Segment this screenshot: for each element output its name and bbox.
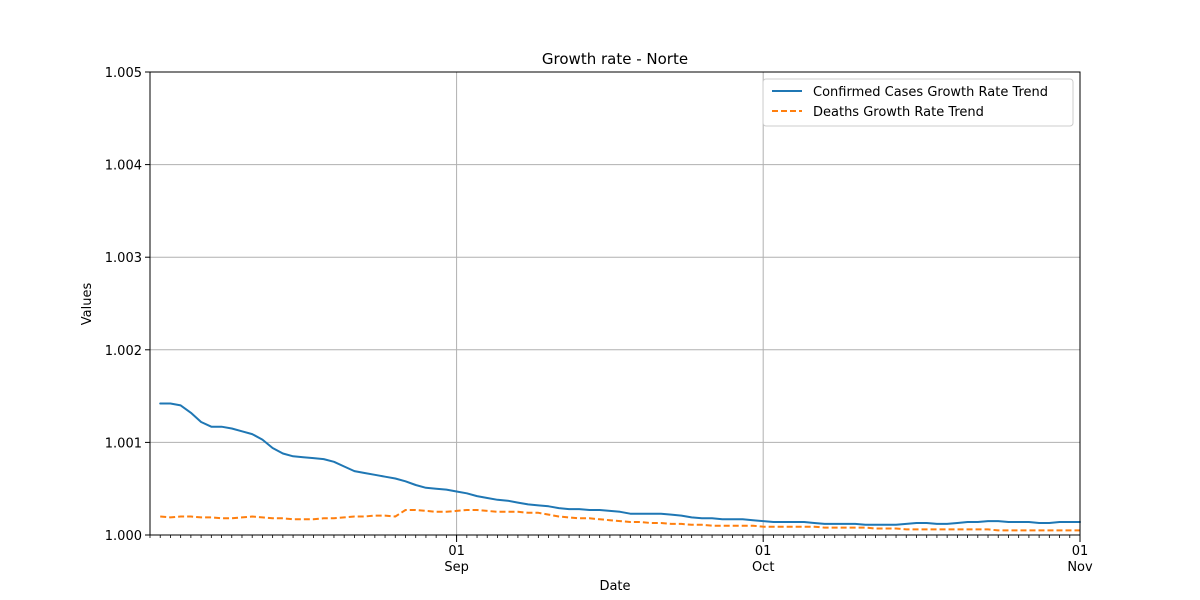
x-tick-label-day: 01 <box>1072 544 1089 559</box>
plot-frame <box>149 71 1081 536</box>
y-tick-label: 1.002 <box>105 344 142 359</box>
y-tick-label: 1.003 <box>105 251 142 266</box>
series-line-deaths <box>160 509 1080 532</box>
x-tick-label-day: 01 <box>755 544 772 559</box>
x-tick-label-month: Nov <box>1067 560 1093 575</box>
y-tick-label: 1.005 <box>105 66 142 81</box>
series-line-confirmed-cases <box>159 402 1081 526</box>
x-axis-label: Date <box>599 579 630 594</box>
legend-label-deaths: Deaths Growth Rate Trend <box>813 105 984 120</box>
series-layer <box>159 402 1081 532</box>
legend-box <box>762 78 1074 127</box>
legend-label-confirmed-cases: Confirmed Cases Growth Rate Trend <box>813 85 1048 100</box>
y-tick-label: 1.000 <box>105 529 142 544</box>
y-axis: 1.000 1.001 1.002 1.003 1.004 1.005 <box>105 66 150 544</box>
legend: Confirmed Cases Growth Rate Trend Deaths… <box>762 78 1074 127</box>
y-tick-label: 1.004 <box>105 159 142 174</box>
x-tick-label-month: Sep <box>444 560 469 575</box>
x-tick-label-day: 01 <box>448 544 465 559</box>
chart-title: Growth rate - Norte <box>542 50 688 68</box>
y-tick-label: 1.001 <box>105 436 142 451</box>
x-tick-label-month: Oct <box>752 560 774 575</box>
y-axis-label: Values <box>80 283 95 326</box>
